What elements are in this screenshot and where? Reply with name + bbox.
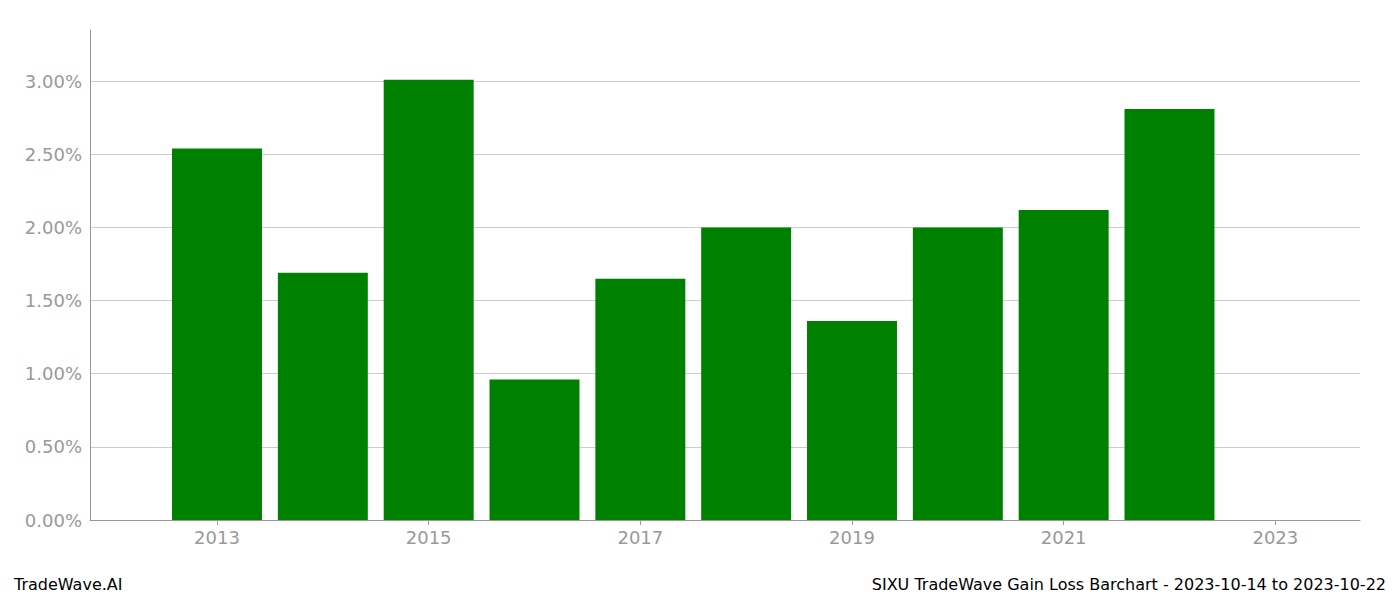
svg-text:1.00%: 1.00% (25, 363, 82, 384)
svg-text:2015: 2015 (406, 527, 452, 548)
svg-text:2019: 2019 (829, 527, 875, 548)
svg-text:2.50%: 2.50% (25, 144, 82, 165)
svg-text:SIXU TradeWave Gain Loss Barch: SIXU TradeWave Gain Loss Barchart - 2023… (872, 575, 1386, 594)
svg-text:1.50%: 1.50% (25, 290, 82, 311)
svg-text:2021: 2021 (1041, 527, 1087, 548)
svg-text:3.00%: 3.00% (25, 71, 82, 92)
svg-text:2023: 2023 (1252, 527, 1298, 548)
svg-text:2013: 2013 (194, 527, 240, 548)
svg-text:0.50%: 0.50% (25, 436, 82, 457)
svg-text:0.00%: 0.00% (25, 510, 82, 531)
svg-text:2.00%: 2.00% (25, 217, 82, 238)
svg-text:TradeWave.AI: TradeWave.AI (13, 575, 122, 594)
svg-text:2017: 2017 (617, 527, 663, 548)
